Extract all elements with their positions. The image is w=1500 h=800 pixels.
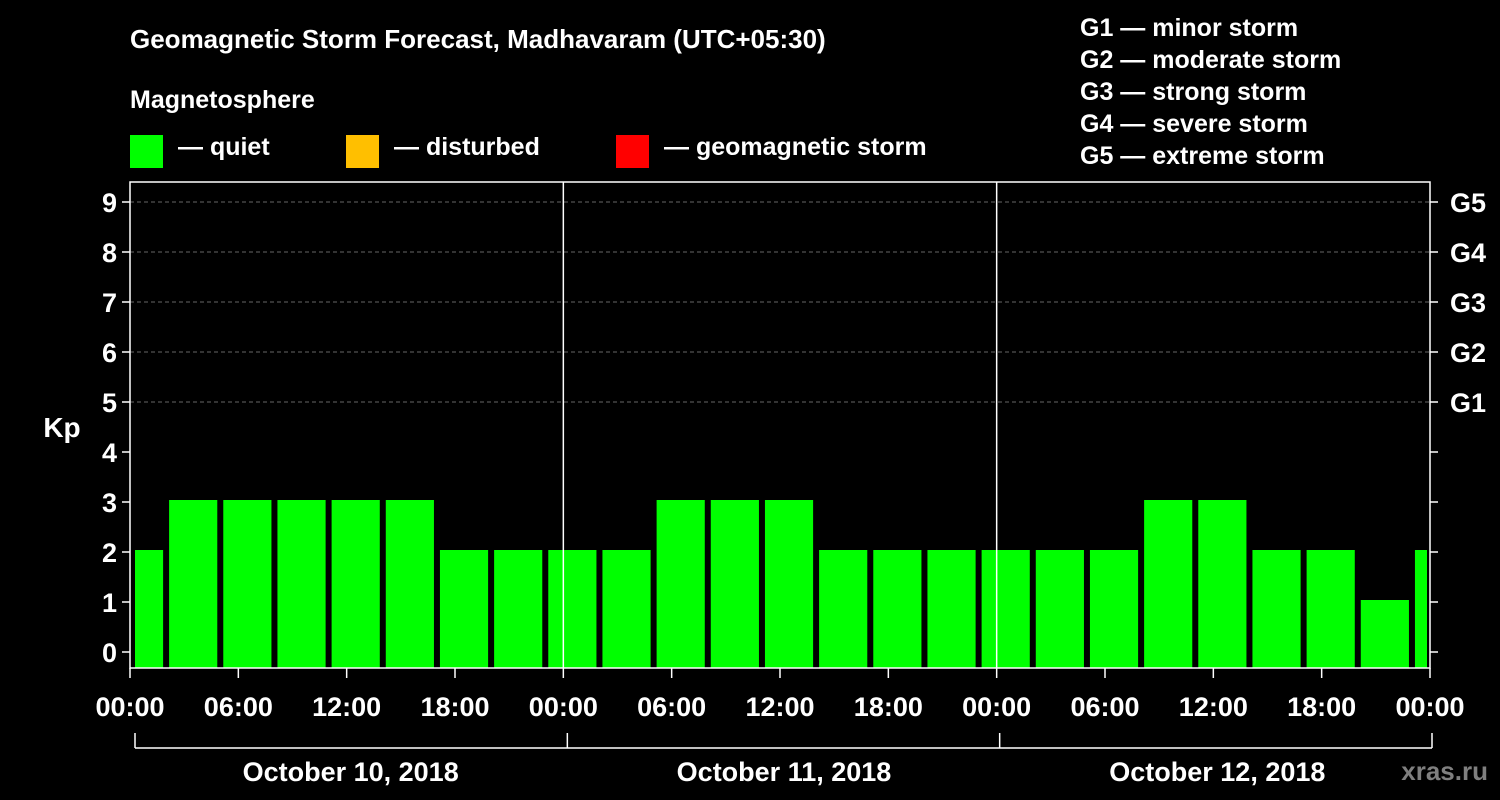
kp-bar [1198,500,1247,668]
storm-scale-g5: G5 — extreme storm [1080,142,1325,170]
day-label: October 10, 2018 [243,757,459,787]
kp-bar [819,550,868,668]
g-level-label: G4 [1450,238,1486,268]
kp-bar [656,500,705,668]
y-tick-label: 4 [102,438,117,468]
brand-label: xras.ru [1401,756,1488,786]
x-tick-label: 06:00 [204,692,273,722]
grid-lines [130,201,1430,403]
kp-bar [1035,550,1084,668]
x-tick-label: 18:00 [854,692,923,722]
y-axis-label: Kp [43,412,80,443]
kp-bar [981,550,1030,668]
x-tick-label: 00:00 [95,692,164,722]
x-tick-label: 06:00 [1070,692,1139,722]
kp-bar [223,500,272,668]
x-tick-label: 06:00 [637,692,706,722]
x-tick-label: 00:00 [1395,692,1464,722]
kp-bar [710,500,759,668]
y-tick-label: 8 [102,238,117,268]
axes [122,181,1438,749]
x-tick-label: 12:00 [1179,692,1248,722]
kp-bar [873,550,922,668]
kp-bar [927,550,976,668]
kp-bar [602,550,651,668]
kp-bar [494,550,543,668]
storm-scale-g3: G3 — strong storm [1080,78,1307,106]
y-tick-label: 1 [102,588,117,618]
day-label: October 11, 2018 [677,757,892,787]
kp-bar [169,500,218,668]
legend-swatch-disturbed [346,135,379,168]
legend-label-quiet: — quiet [178,133,270,161]
kp-bar [1306,550,1355,668]
kp-bar [331,500,380,668]
kp-bar [439,550,489,668]
storm-scale-g4: G4 — severe storm [1080,110,1308,138]
y-tick-label: 7 [102,288,117,318]
chart-title: Geomagnetic Storm Forecast, Madhavaram (… [130,24,826,54]
x-tick-label: 12:00 [745,692,814,722]
kp-bar [548,550,597,668]
g-level-label: G2 [1450,338,1486,368]
y-tick-label: 0 [102,638,117,668]
chart-subtitle: Magnetosphere [130,86,315,114]
kp-bar [135,550,164,668]
kp-bar [1089,550,1139,668]
y-tick-label: 6 [102,338,117,368]
legend-swatch-quiet [130,135,163,168]
y-tick-label: 3 [102,488,117,518]
bars [135,500,1427,668]
axis-labels: 0 1 2 3 4 5 6 7 8 9 G1 G2 G3 G4 G5 00:00 06:00 12:00 18:00… [95,188,1486,787]
kp-bar [1144,500,1193,668]
storm-scale-g2: G2 — moderate storm [1080,46,1342,74]
kp-bar [764,500,814,668]
kp-bar [385,500,434,668]
kp-bar [1414,550,1427,668]
x-tick-label: 18:00 [420,692,489,722]
y-tick-label: 2 [102,538,117,568]
day-label: October 12, 2018 [1109,757,1325,787]
g-level-label: G5 [1450,188,1486,218]
g-level-label: G1 [1450,388,1486,418]
kp-bar [1360,600,1409,668]
kp-bar [277,500,326,668]
x-tick-label: 12:00 [312,692,381,722]
kp-bar [1252,550,1301,668]
y-tick-label: 9 [102,188,117,218]
y-tick-label: 5 [102,388,117,418]
x-tick-label: 00:00 [962,692,1031,722]
legend-label-disturbed: — disturbed [394,133,540,161]
legend-swatch-storm [616,135,649,168]
x-tick-label: 18:00 [1287,692,1356,722]
g-level-label: G3 [1450,288,1486,318]
legend-label-storm: — geomagnetic storm [664,133,927,161]
x-tick-label: 00:00 [529,692,598,722]
storm-scale-g1: G1 — minor storm [1080,14,1299,42]
